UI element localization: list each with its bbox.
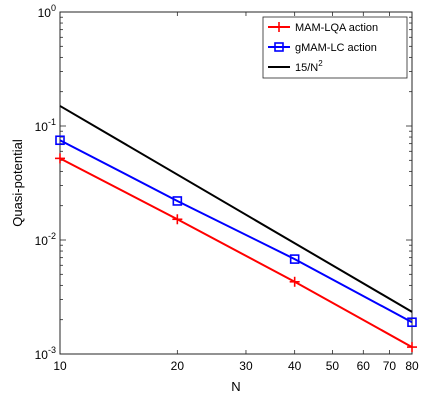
y-tick-label: 100 — [38, 3, 56, 20]
series-2 — [59, 105, 413, 313]
data-point-square — [172, 196, 183, 206]
series-line — [59, 139, 413, 324]
data-point-plus — [274, 22, 284, 32]
y-axis-label: Quasi-potential — [10, 139, 25, 227]
data-point-square — [407, 317, 417, 328]
legend-label: 15/N2 — [295, 59, 323, 74]
x-tick-label: 20 — [171, 359, 185, 373]
series-0 — [55, 153, 417, 353]
legend-label: gMAM-LC action — [295, 42, 377, 54]
x-tick-label: 10 — [53, 359, 67, 373]
series-1 — [55, 135, 417, 328]
data-point-plus — [289, 276, 300, 287]
data-point-plus — [407, 342, 417, 353]
x-axis-label: N — [231, 379, 240, 394]
data-point-square — [55, 135, 65, 146]
x-tick-label: 80 — [405, 359, 419, 373]
x-tick-label: 60 — [357, 359, 371, 373]
data-point-square — [274, 42, 284, 52]
data-point-plus — [55, 153, 65, 164]
x-tick-label: 30 — [239, 359, 253, 373]
legend-item: 15/N2 — [268, 59, 323, 74]
legend-item: MAM-LQA action — [268, 22, 378, 34]
data-point-square — [289, 254, 300, 264]
data-point-plus — [172, 214, 183, 225]
legend: MAM-LQA action gMAM-LC action 15/N2 — [262, 16, 408, 79]
series-layer — [55, 105, 417, 353]
x-tick-label: 40 — [288, 359, 302, 373]
legend-item: gMAM-LC action — [268, 42, 377, 54]
legend-label: MAM-LQA action — [295, 22, 378, 34]
y-tick-label: 10-2 — [35, 231, 56, 248]
series-line — [59, 157, 413, 348]
series-line — [59, 105, 413, 313]
x-tick-label: 70 — [383, 359, 397, 373]
x-tick-label: 50 — [326, 359, 340, 373]
y-tick-label: 10-1 — [35, 117, 56, 134]
axis-ticks: 10-3 10-2 10-1 100 10 20 30 40 50 60 70 80 — [35, 3, 419, 373]
y-tick-label: 10-3 — [35, 345, 56, 362]
